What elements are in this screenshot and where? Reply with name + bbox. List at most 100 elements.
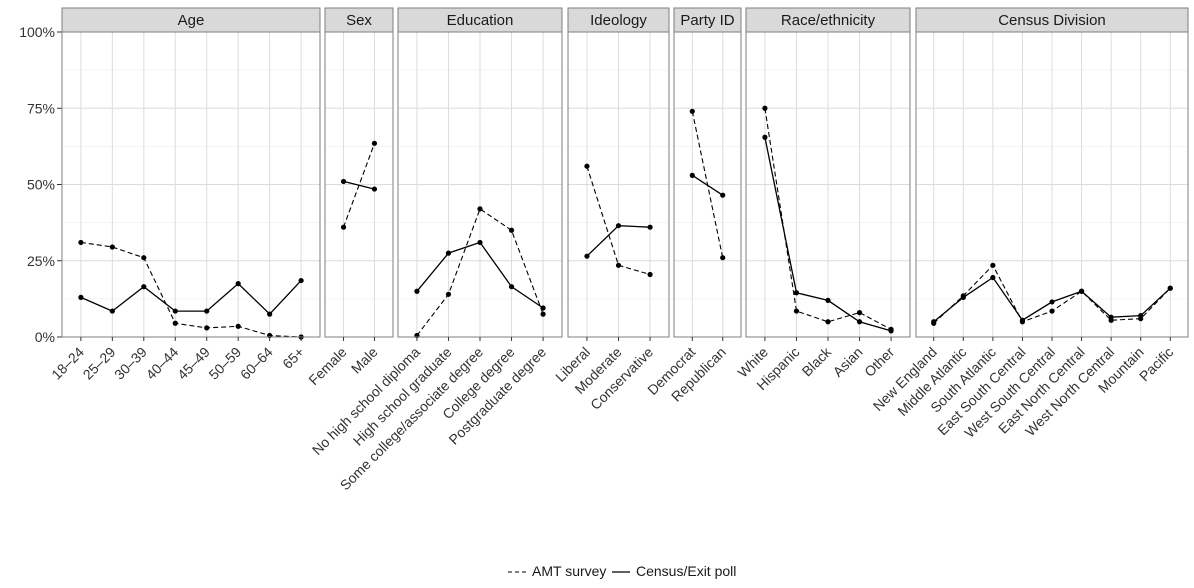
panel-party-id-amt-point-republican — [720, 255, 726, 261]
y-tick-label-0: 0% — [35, 329, 55, 345]
panel-age-census-point-30-39 — [141, 284, 147, 290]
panel-race-ethnicity-amt-point-asian — [856, 310, 863, 316]
panel-party-id-title: Party ID — [680, 12, 734, 29]
panel-education-amt-point-some-college-associate-degree — [477, 206, 483, 212]
panel-ideology-census-point-moderate — [615, 223, 622, 229]
panel-ideology-census-point-conservative — [647, 224, 653, 230]
panel-sex-x-tick-label-female: Female — [305, 344, 349, 388]
panel-race-ethnicity-x-tick-label-asian: Asian — [830, 344, 866, 380]
panel-age-amt-point-45-49 — [204, 325, 210, 331]
panel-party-id-census-point-democrat — [689, 172, 695, 178]
panel-age-border — [61, 31, 321, 338]
panel-ideology-amt-point-conservative — [647, 271, 653, 278]
panel-party-id-border — [673, 31, 742, 338]
panel-race-ethnicity-census-point-black — [825, 297, 831, 303]
panel-sex-amt-point-male — [371, 140, 378, 146]
panel-race-ethnicity-census-point-other — [888, 328, 894, 334]
panel-sex-census-point-female — [340, 178, 347, 185]
panel-census-division-x-tick-label-pacific: Pacific — [1136, 344, 1176, 384]
panel-age-series-amt-survey-line — [80, 241, 302, 338]
panel-age-x-tick-label-18-24: 18–24 — [48, 344, 87, 383]
panel-census-division-census-point-east-north-central — [1078, 288, 1085, 294]
panel-ideology-amt-point-liberal — [584, 163, 590, 169]
panel-race-ethnicity-amt-point-hispanic — [793, 308, 800, 314]
panel-race-ethnicity-x-tick-label-black: Black — [799, 343, 835, 379]
panel-age-amt-point-30-39 — [141, 255, 147, 261]
panel-sex-census-point-male — [371, 186, 378, 192]
panel-age-census-point-25-29 — [109, 308, 115, 314]
panel-age-x-tick-label-60-64: 60–64 — [237, 344, 276, 383]
panel-age-x-tick-label-25-29: 25–29 — [80, 344, 119, 383]
panel-census-division-census-point-south-atlantic — [990, 274, 996, 281]
panel-ideology-census-point-liberal — [584, 253, 590, 259]
panel-census-division-amt-point-west-south-central — [1049, 308, 1055, 314]
panel-census-division-strip — [915, 7, 1189, 33]
panel-age-x-tick-label-40-44: 40–44 — [143, 344, 182, 383]
panel-education-series-amt-survey-line — [416, 208, 544, 336]
panel-race-ethnicity-census-point-hispanic — [793, 290, 800, 296]
panel-age-title: Age — [178, 12, 205, 29]
panel-race-ethnicity-x-tick-label-other: Other — [861, 344, 897, 380]
panel-age-census-point-50-59 — [235, 281, 241, 287]
panel-education-title: Education — [447, 12, 514, 29]
panel-age-amt-point-18-24 — [78, 239, 84, 246]
panel-sex-x-tick-label-male: Male — [348, 344, 381, 377]
panel-education-census-point-high-school-graduate — [445, 250, 452, 256]
panel-sex-series-census-exit-poll-line — [343, 180, 375, 190]
panel-race-ethnicity-strip — [745, 7, 911, 33]
panel-age-census-point-60-64 — [267, 311, 273, 317]
panel-sex-title: Sex — [346, 12, 372, 29]
panel-census-division-census-point-middle-atlantic — [960, 294, 966, 300]
panel-age-amt-point-25-29 — [109, 244, 115, 250]
y-tick-label-3: 75% — [27, 100, 55, 116]
panel-education-amt-point-postgraduate-degree — [540, 311, 546, 317]
panel-party-id-amt-point-democrat — [689, 108, 695, 114]
panel-education-census-point-no-high-school-diploma — [414, 288, 420, 294]
panel-ideology-title: Ideology — [590, 12, 647, 29]
panel-education-census-point-college-degree — [508, 284, 515, 290]
panel-age-census-point-40-44 — [172, 308, 178, 314]
panel-sex-strip — [324, 7, 394, 33]
panel-census-division-title: Census Division — [998, 12, 1106, 29]
panel-age-amt-point-40-44 — [172, 320, 178, 326]
panel-education-strip — [397, 7, 563, 33]
panel-census-division-census-point-west-north-central — [1108, 314, 1114, 320]
panel-census-division-census-point-pacific — [1167, 285, 1173, 291]
panel-age-strip — [61, 7, 321, 33]
panel-census-division-amt-point-south-atlantic — [990, 262, 996, 268]
panel-age-census-point-65 — [298, 277, 304, 284]
panel-census-division-census-point-new-england — [931, 319, 937, 325]
panel-education-census-point-postgraduate-degree — [540, 305, 546, 311]
panel-race-ethnicity-census-point-asian — [856, 319, 863, 325]
panel-age-amt-point-50-59 — [235, 323, 241, 329]
y-tick-label-2: 50% — [27, 177, 55, 193]
panel-race-ethnicity-amt-point-white — [762, 105, 768, 111]
panel-education-census-point-some-college-associate-degree — [477, 239, 483, 246]
legend-label-census-exit-poll: Census/Exit poll — [636, 563, 736, 579]
panel-race-ethnicity-amt-point-black — [825, 319, 831, 325]
panel-party-id-series-census-exit-poll-line — [691, 174, 724, 196]
panel-education-amt-point-college-degree — [508, 227, 515, 233]
panel-race-ethnicity-census-point-white — [762, 134, 768, 140]
panel-age-census-point-18-24 — [78, 294, 84, 300]
panel-census-division-census-point-mountain — [1138, 313, 1144, 319]
panel-age-x-tick-label-30-39: 30–39 — [111, 344, 150, 383]
panel-census-division-census-point-west-south-central — [1049, 299, 1055, 305]
panel-education-amt-point-high-school-graduate — [445, 291, 452, 297]
panel-age-x-tick-label-65: 65+ — [279, 344, 307, 372]
panel-age-census-point-45-49 — [204, 308, 210, 314]
panel-race-ethnicity-title: Race/ethnicity — [781, 12, 876, 29]
panel-ideology-amt-point-moderate — [615, 262, 622, 268]
legend-label-amt-survey: AMT survey — [532, 563, 606, 579]
panel-ideology-strip — [567, 7, 670, 33]
panel-age-x-tick-label-45-49: 45–49 — [174, 344, 213, 383]
panel-age-series-census-exit-poll-line — [80, 280, 302, 316]
panel-sex-amt-point-female — [340, 224, 347, 230]
panel-age-x-tick-label-50-59: 50–59 — [205, 344, 244, 383]
panel-party-id-census-point-republican — [720, 192, 726, 198]
y-tick-label-4: 100% — [19, 24, 55, 40]
panel-sex-border — [324, 31, 394, 338]
panel-census-division-census-point-east-south-central — [1019, 317, 1026, 323]
y-tick-label-1: 25% — [27, 253, 55, 269]
